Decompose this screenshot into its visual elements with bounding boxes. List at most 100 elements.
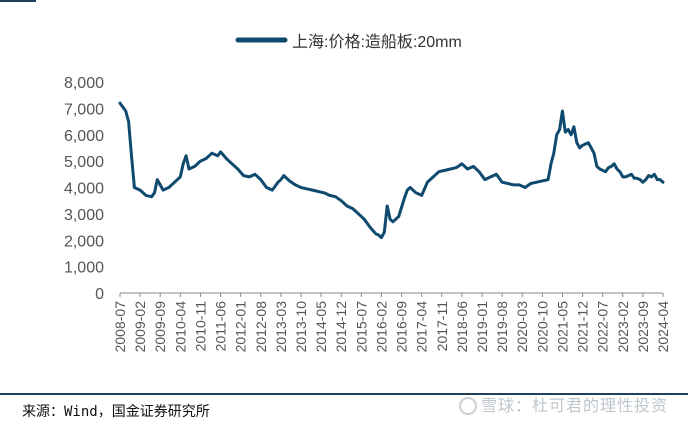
data-point (282, 174, 285, 177)
data-point (659, 178, 661, 181)
data-point (377, 234, 380, 236)
x-tick-label: 2019-08 (494, 301, 510, 353)
data-point (397, 215, 400, 218)
data-point (406, 189, 409, 191)
data-point (383, 231, 386, 234)
y-tick-label: 2,000 (64, 233, 104, 250)
data-point (219, 151, 222, 153)
data-point (139, 189, 141, 191)
data-point (553, 152, 555, 155)
data-point (530, 182, 532, 185)
data-point (650, 176, 653, 178)
data-point (501, 181, 503, 184)
data-point (518, 184, 521, 186)
data-point (403, 197, 406, 199)
data-point (642, 181, 644, 184)
x-tick-label: 2024-04 (655, 301, 671, 353)
data-point (280, 178, 282, 181)
data-point (604, 170, 607, 173)
data-point (369, 226, 371, 228)
data-point (156, 178, 159, 181)
data-point (443, 169, 446, 172)
data-point (340, 199, 343, 202)
data-point (216, 155, 219, 157)
data-point (205, 157, 207, 160)
watermark: 雪球：杜可君的理性投资 (458, 392, 668, 416)
data-point (550, 162, 552, 165)
x-tick-label: 2016-02 (373, 301, 389, 353)
data-point (613, 162, 615, 165)
x-tick-label: 2012-08 (253, 301, 269, 353)
data-point (300, 186, 302, 189)
data-point (127, 120, 130, 123)
data-point (561, 110, 564, 112)
x-tick-label: 2015-07 (353, 301, 369, 353)
y-tick-label: 7,000 (64, 101, 104, 118)
x-tick-label: 2017-11 (434, 301, 450, 352)
data-point (573, 126, 575, 128)
data-point (133, 186, 136, 189)
data-point (225, 157, 228, 160)
data-point (173, 181, 176, 184)
data-point (555, 133, 558, 136)
data-point (601, 169, 604, 172)
y-tick-label: 4,000 (64, 181, 104, 198)
series-line (118, 101, 665, 240)
y-tick-label: 3,000 (64, 207, 104, 224)
y-tick-label: 5,000 (64, 154, 104, 171)
data-point (438, 170, 440, 173)
data-point (426, 181, 429, 184)
x-tick-label: 2012-01 (233, 301, 249, 353)
data-point (211, 152, 213, 155)
y-tick-label: 6,000 (64, 128, 104, 145)
data-point (644, 178, 647, 181)
data-point (593, 152, 595, 155)
x-tick-label: 2010-11 (192, 301, 208, 352)
data-point (386, 205, 388, 207)
x-tick-label: 2023-02 (615, 301, 631, 353)
data-point (357, 213, 360, 215)
data-point (334, 195, 337, 198)
x-tick-label: 2020-03 (514, 301, 530, 353)
data-point (351, 207, 354, 210)
y-tick-label: 0 (95, 286, 104, 303)
data-point (619, 170, 621, 173)
line-chart: 上海:价格:造船板:20mm 8,000 7,000 6,000 5,000 4,000… (64, 33, 671, 353)
data-point (311, 189, 314, 191)
data-point (124, 110, 127, 112)
bottom-rule (0, 393, 688, 395)
data-point (541, 180, 544, 182)
data-point (587, 141, 590, 144)
source-note: 来源：Wind，国金证券研究所 (22, 404, 210, 420)
data-point (294, 184, 297, 186)
data-point (495, 173, 498, 176)
data-point (193, 165, 196, 168)
snowball-logo-icon (458, 397, 477, 415)
data-point (231, 162, 233, 165)
data-point (662, 181, 664, 184)
data-point (567, 128, 569, 131)
data-point (558, 128, 561, 131)
x-tick-label: 2014-05 (313, 301, 329, 353)
data-point (461, 162, 463, 165)
data-point (653, 173, 656, 176)
data-point (389, 218, 391, 220)
x-tick-label: 2008-07 (112, 301, 128, 353)
data-point (564, 131, 567, 133)
data-point (236, 168, 239, 170)
data-point (188, 168, 190, 170)
x-tick-label: 2017-04 (414, 301, 430, 353)
x-tick-label: 2013-10 (293, 301, 309, 353)
data-point (328, 194, 331, 197)
data-point (616, 168, 618, 170)
data-point (598, 168, 601, 170)
y-tick-label: 8,000 (64, 75, 104, 92)
x-tick-label: 2021-05 (554, 301, 570, 353)
data-point (374, 232, 377, 235)
data-point (636, 177, 638, 180)
data-point (288, 180, 291, 182)
data-point (182, 162, 185, 165)
data-point (363, 218, 366, 220)
data-point (168, 186, 170, 189)
x-tick-label: 2013-03 (273, 301, 289, 353)
